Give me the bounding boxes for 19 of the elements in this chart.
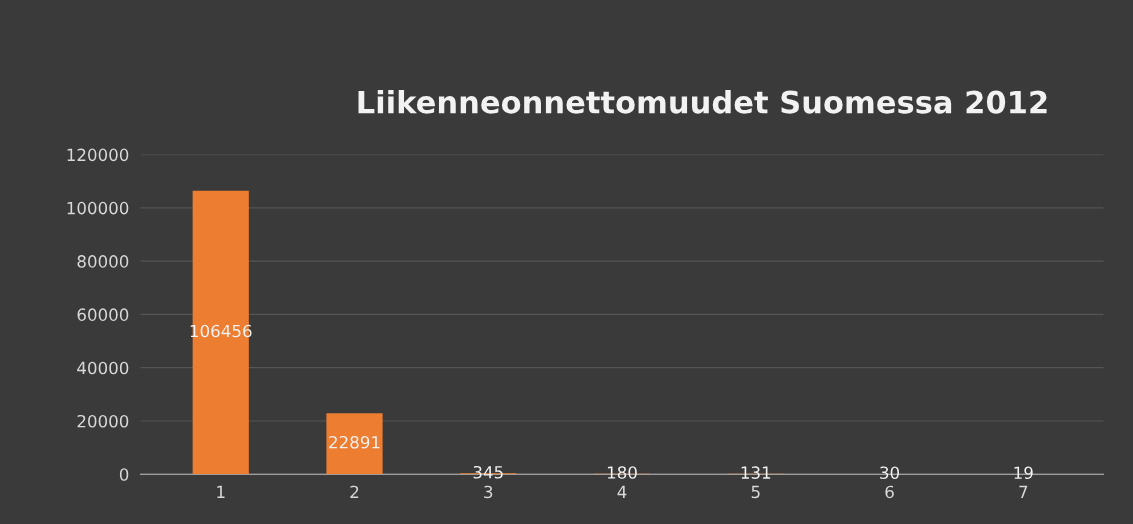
data-label: 22891 [329, 435, 380, 449]
x-tick-label: 6 [885, 485, 894, 499]
x-tick-label: 3 [484, 485, 493, 499]
x-tick-label: 5 [751, 485, 760, 499]
y-tick-label: 60000 [77, 308, 129, 321]
data-label: 19 [1014, 466, 1033, 480]
y-tick-label: 20000 [77, 414, 129, 428]
chart-title: Liikenneonnettomuudet Suomessa 2012 [358, 90, 1047, 114]
data-label: 30 [880, 466, 900, 480]
y-tick-label: 40000 [77, 361, 129, 375]
x-tick-label: 2 [350, 485, 359, 498]
y-tick-label: 100000 [67, 201, 129, 215]
y-tick-label: 120000 [67, 148, 129, 162]
x-tick-label: 4 [617, 485, 627, 498]
x-tick-label: 1 [217, 485, 225, 498]
bar [326, 413, 383, 475]
x-tick-label: 7 [1019, 485, 1028, 498]
y-tick-label: 80000 [77, 255, 129, 268]
y-tick-label: 0 [119, 468, 129, 481]
